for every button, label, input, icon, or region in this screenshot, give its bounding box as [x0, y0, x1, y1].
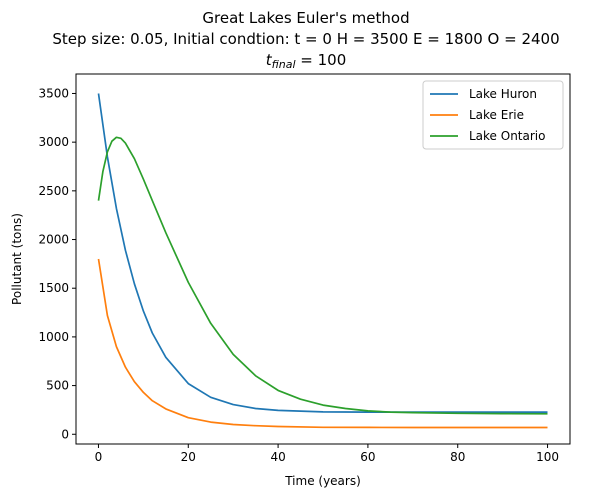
y-tick-label: 1000 — [38, 330, 69, 344]
x-tick-label: 0 — [95, 450, 103, 464]
y-tick-label: 3000 — [38, 135, 69, 149]
legend-label-lake-ontario: Lake Ontario — [469, 129, 545, 143]
x-tick-label: 40 — [270, 450, 285, 464]
title-tfinal-value: = 100 — [295, 51, 347, 69]
chart-title-line3: tfinal = 100 — [0, 51, 612, 74]
x-tick-label: 60 — [360, 450, 375, 464]
y-tick-label: 3500 — [38, 86, 69, 100]
chart-title-line1: Great Lakes Euler's method — [202, 9, 410, 27]
x-tick-label: 80 — [450, 450, 465, 464]
series-line-lake-ontario — [97, 136, 548, 415]
x-tick-label: 20 — [181, 450, 196, 464]
legend-label-lake-erie: Lake Erie — [469, 108, 524, 122]
y-tick-label: 500 — [46, 379, 69, 393]
y-axis-label: Pollutant (tons) — [10, 213, 24, 305]
legend-box — [422, 80, 564, 150]
chart-title-line2: Step size: 0.05, Initial condtion: t = 0… — [52, 30, 560, 48]
y-tick-label: 0 — [61, 427, 69, 441]
legend: Lake Huron Lake Erie Lake Ontario — [422, 80, 564, 150]
series-line-lake-erie — [97, 258, 548, 429]
plot-frame — [75, 73, 571, 445]
y-tick-label: 2000 — [38, 233, 69, 247]
x-axis-label: Time (years) — [284, 474, 361, 488]
x-axis-ticks: 0 20 40 60 80 100 — [95, 444, 559, 464]
y-tick-label: 1500 — [38, 281, 69, 295]
x-tick-label: 100 — [536, 450, 559, 464]
series-layer — [97, 93, 548, 429]
title-tfinal-var: t — [265, 51, 272, 69]
y-axis-ticks: 0 500 1000 1500 2000 2500 3000 3500 — [38, 86, 76, 441]
title-tfinal-subscript: final — [271, 58, 296, 71]
y-tick-label: 2500 — [38, 184, 69, 198]
legend-label-lake-huron: Lake Huron — [469, 87, 537, 101]
